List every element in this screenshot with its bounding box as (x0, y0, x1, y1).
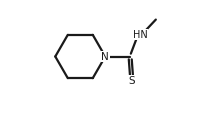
Text: S: S (128, 76, 135, 86)
Text: HN: HN (132, 30, 147, 40)
Text: N: N (101, 52, 109, 62)
